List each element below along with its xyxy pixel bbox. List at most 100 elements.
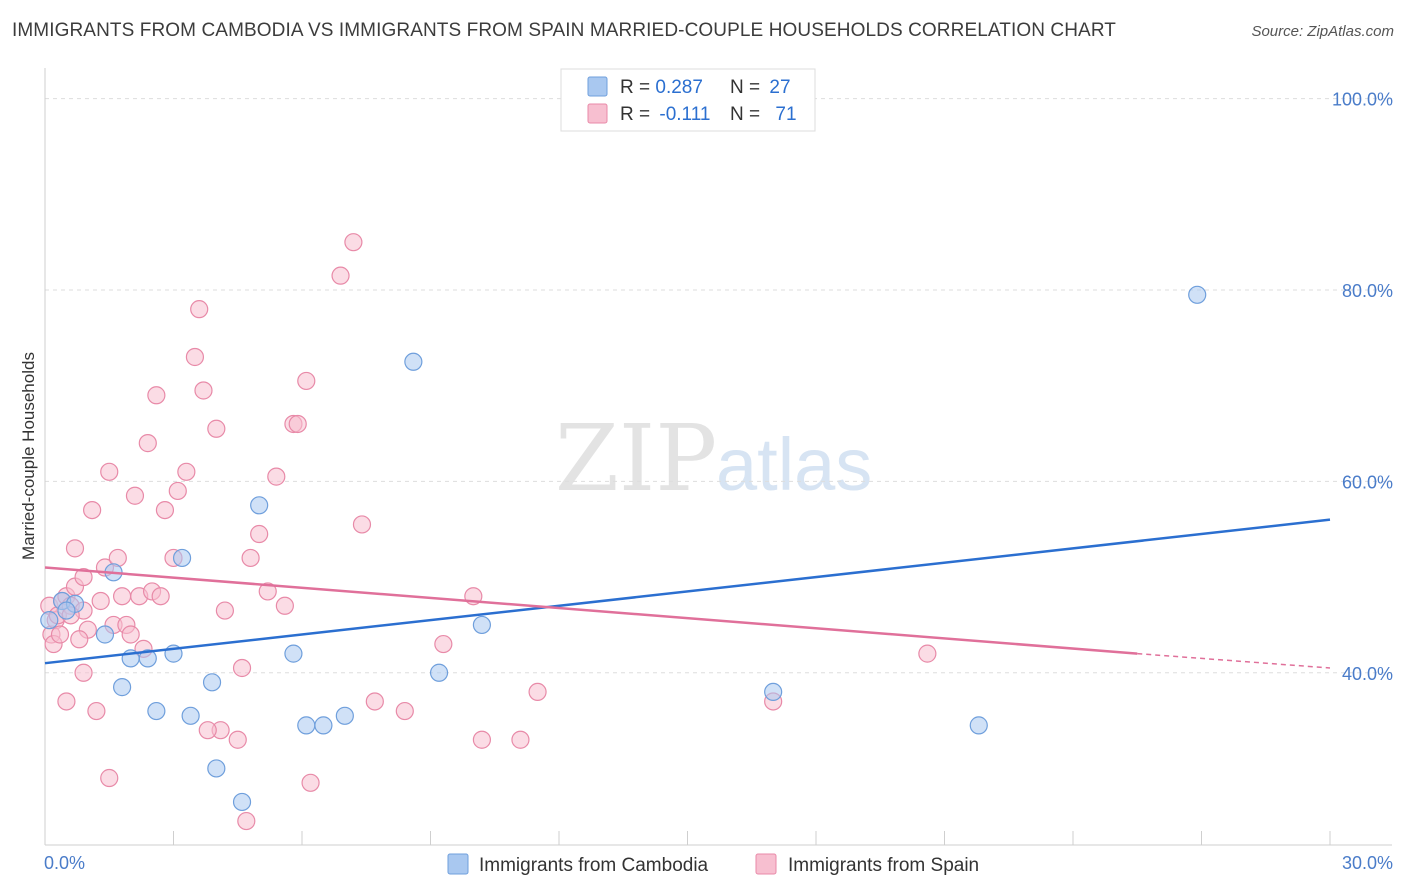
- point-spain-43: [250, 524, 269, 544]
- point-spain-15: [83, 500, 102, 520]
- point-spain-45: [267, 467, 286, 486]
- point-spain-52: [344, 233, 363, 252]
- series-spain-points: [40, 233, 937, 831]
- stats-legend-r-label-spain: R = -0.111: [620, 104, 710, 125]
- y-tick-label-100: 100.0%: [1332, 90, 1393, 110]
- legend-label-spain: Immigrants from Spain: [788, 855, 979, 876]
- point-spain-64: [74, 663, 93, 682]
- point-spain-37: [207, 419, 226, 438]
- stats-legend-n-label-cambodia: N = 27: [730, 77, 791, 98]
- point-cambodia-0: [40, 611, 59, 630]
- point-cambodia-11: [172, 548, 192, 568]
- point-spain-42: [241, 548, 260, 568]
- y-axis-title: Married-couple Households: [19, 352, 38, 560]
- point-spain-26: [138, 434, 157, 453]
- point-spain-48: [288, 414, 307, 434]
- chart-title: IMMIGRANTS FROM CAMBODIA VS IMMIGRANTS F…: [12, 20, 1117, 41]
- point-cambodia-16: [250, 496, 269, 515]
- point-spain-66: [100, 768, 119, 788]
- point-spain-21: [112, 587, 132, 606]
- point-cambodia-22: [429, 663, 449, 682]
- point-spain-44: [258, 582, 277, 601]
- trend-line-spain: [44, 566, 1138, 655]
- y-tick-label-40: 40.0%: [1342, 664, 1393, 684]
- trend-line-cambodia: [44, 518, 1331, 665]
- legend-swatch-cambodia: [447, 853, 469, 875]
- point-spain-60: [528, 682, 547, 702]
- point-cambodia-17: [284, 644, 303, 663]
- x-tick-label-max: 30.0%: [1342, 853, 1393, 873]
- point-spain-28: [147, 386, 166, 405]
- point-cambodia-25: [969, 716, 988, 735]
- stats-legend: R = 0.287 N = 27 R = -0.111 N = 71: [560, 68, 816, 132]
- gridlines: [45, 98, 1392, 674]
- point-spain-63: [57, 692, 76, 711]
- point-cambodia-21: [404, 352, 423, 371]
- y-tick-label-60: 60.0%: [1342, 472, 1393, 492]
- point-spain-23: [121, 625, 140, 644]
- watermark-zip: ZIP: [555, 405, 717, 512]
- stats-legend-r-cambodia: 0.287: [655, 77, 703, 98]
- point-spain-18: [100, 462, 119, 481]
- point-cambodia-19: [314, 716, 333, 735]
- point-spain-32: [168, 481, 187, 501]
- point-cambodia-13: [202, 673, 222, 692]
- point-spain-13: [65, 539, 85, 558]
- point-spain-5: [50, 625, 70, 644]
- point-spain-36: [194, 381, 213, 400]
- y-tick-labels: 40.0% 60.0% 80.0% 100.0%: [1332, 90, 1393, 684]
- point-spain-53: [352, 515, 372, 534]
- stats-legend-n-spain: 71: [775, 104, 796, 125]
- stats-legend-n-cambodia: 27: [769, 77, 790, 98]
- point-cambodia-23: [472, 615, 491, 635]
- point-cambodia-3: [57, 601, 76, 620]
- point-spain-39: [215, 601, 234, 620]
- trend-line-spain-extension: [1137, 652, 1331, 669]
- stats-legend-n-label-spain: N = 71: [730, 104, 797, 125]
- point-cambodia-15: [232, 792, 252, 812]
- point-spain-30: [155, 500, 175, 520]
- point-spain-34: [185, 347, 205, 367]
- legend-label-cambodia: Immigrants from Cambodia: [479, 855, 709, 876]
- point-spain-55: [395, 701, 414, 721]
- point-cambodia-14: [207, 759, 226, 778]
- point-spain-41: [232, 658, 252, 678]
- axes: [44, 68, 1392, 846]
- stats-legend-swatch-spain: [587, 103, 608, 124]
- point-spain-54: [365, 692, 384, 711]
- point-spain-29: [151, 587, 170, 606]
- legend-swatch-spain: [755, 853, 777, 875]
- x-tick-label-min: 0.0%: [44, 853, 85, 873]
- point-spain-40: [228, 730, 247, 749]
- point-spain-24: [125, 486, 145, 505]
- point-cambodia-12: [181, 706, 200, 725]
- point-spain-16: [91, 591, 110, 611]
- point-spain-35: [190, 300, 209, 319]
- point-spain-49: [297, 371, 316, 391]
- point-cambodia-20: [335, 706, 354, 725]
- point-cambodia-9: [147, 701, 166, 721]
- stats-legend-r-label-cambodia: R = 0.287: [620, 77, 703, 98]
- watermark-atlas: atlas: [716, 423, 872, 506]
- point-spain-46: [275, 596, 294, 615]
- series-legend: Immigrants from Cambodia Immigrants from…: [447, 853, 979, 876]
- point-cambodia-4: [95, 625, 115, 644]
- point-cambodia-24: [764, 682, 783, 702]
- stats-legend-swatch-cambodia: [587, 76, 608, 97]
- y-tick-label-80: 80.0%: [1342, 281, 1393, 301]
- point-spain-50: [301, 773, 320, 792]
- point-cambodia-18: [297, 716, 316, 735]
- point-spain-59: [511, 730, 530, 749]
- point-spain-14: [74, 567, 93, 587]
- point-cambodia-6: [112, 678, 132, 697]
- point-spain-58: [472, 730, 491, 749]
- x-ticks: [44, 831, 1331, 845]
- point-cambodia-8: [138, 649, 157, 668]
- point-spain-62: [918, 644, 937, 663]
- point-spain-51: [331, 266, 350, 285]
- point-spain-68: [198, 721, 217, 740]
- point-spain-65: [87, 701, 106, 721]
- point-spain-12: [70, 630, 89, 649]
- source-label: Source: ZipAtlas.com: [1251, 23, 1394, 40]
